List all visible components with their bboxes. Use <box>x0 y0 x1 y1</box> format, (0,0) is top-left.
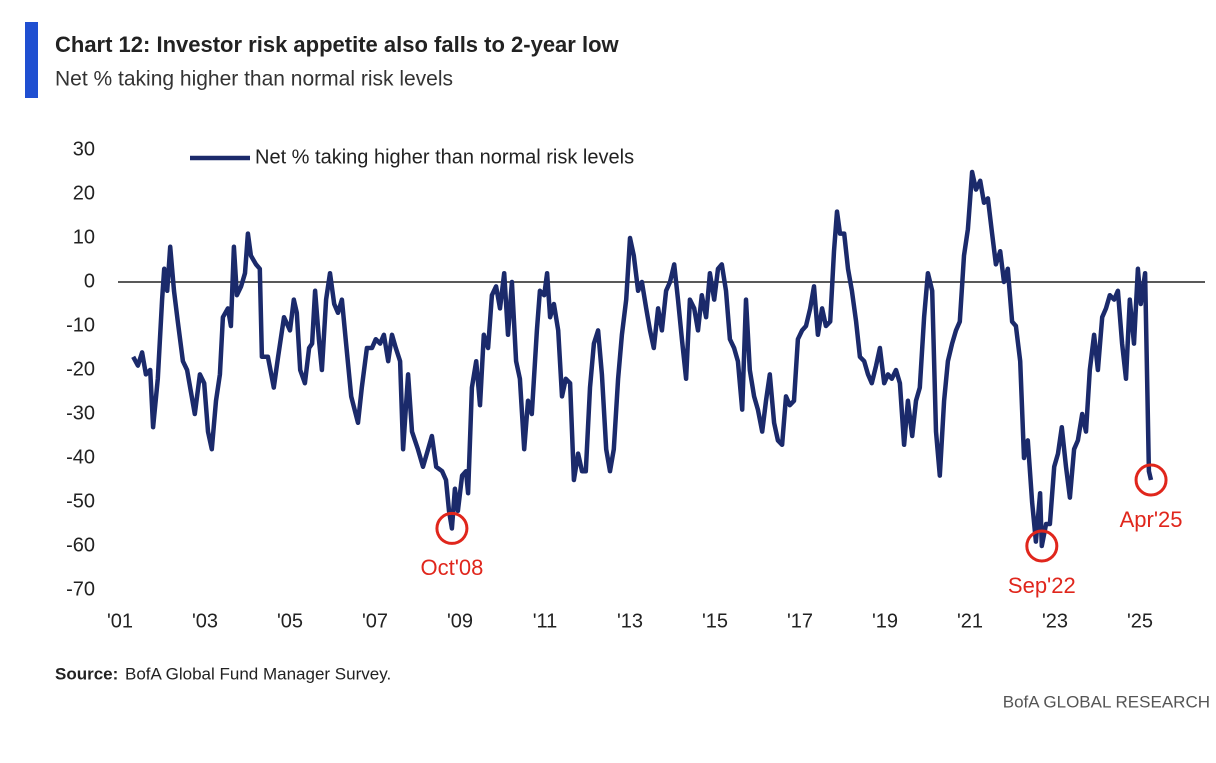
y-tick-label: -20 <box>66 358 95 380</box>
series-line <box>131 169 1154 549</box>
source-label: Source: <box>55 664 118 683</box>
x-tick-label: '23 <box>1042 610 1068 632</box>
x-tick-label: '17 <box>787 610 813 632</box>
y-tick-label: -30 <box>66 402 95 424</box>
x-tick-label: '11 <box>533 610 558 632</box>
annotation-circle <box>1134 463 1168 497</box>
x-tick-label: '07 <box>362 610 388 632</box>
annotation-label: Sep'22 <box>1008 573 1076 598</box>
title-accent <box>25 22 38 98</box>
x-tick-label: '05 <box>277 610 303 632</box>
annotation-label: Oct'08 <box>420 555 483 580</box>
chart-title: Chart 12: Investor risk appetite also fa… <box>55 32 620 57</box>
y-tick-label: -60 <box>66 534 95 556</box>
x-tick-label: '13 <box>617 610 643 632</box>
brand: BofA GLOBAL RESEARCH <box>1003 692 1210 711</box>
x-tick-label: '25 <box>1127 610 1153 632</box>
x-tick-label: '21 <box>957 610 983 632</box>
x-tick-label: '01 <box>107 610 133 632</box>
y-tick-label: 30 <box>73 138 95 160</box>
source-text: BofA Global Fund Manager Survey. <box>125 664 391 683</box>
y-tick-label: 20 <box>73 182 95 204</box>
y-tick-label: 10 <box>73 226 95 248</box>
x-tick-label: '19 <box>872 610 898 632</box>
y-tick-label: -10 <box>66 314 95 336</box>
x-tick-label: '15 <box>702 610 728 632</box>
y-tick-label: -50 <box>66 490 95 512</box>
y-tick-label: -40 <box>66 446 95 468</box>
annotation-circle <box>1025 529 1059 563</box>
y-tick-label: 0 <box>84 270 95 292</box>
x-tick-label: '09 <box>447 610 473 632</box>
annotation-circle <box>435 511 469 545</box>
y-tick-label: -70 <box>66 578 95 600</box>
x-tick-label: '03 <box>192 610 218 632</box>
chart-subtitle: Net % taking higher than normal risk lev… <box>55 68 453 91</box>
legend-label: Net % taking higher than normal risk lev… <box>255 146 634 168</box>
annotation-label: Apr'25 <box>1120 507 1183 532</box>
